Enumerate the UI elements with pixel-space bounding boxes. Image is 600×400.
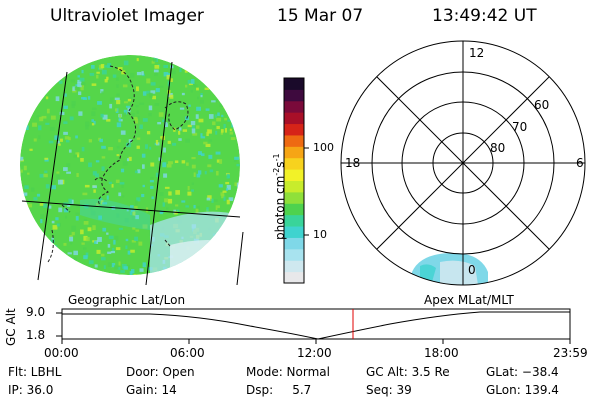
status-glon: GLon: 139.4 <box>486 383 559 397</box>
alt-ylabel: GC Alt <box>4 308 18 346</box>
status-dsp: Dsp: 5.7 <box>246 383 312 397</box>
polar-lat-70: 70 <box>512 120 528 134</box>
status-mode: Mode: Normal <box>246 365 330 379</box>
alt-x-tick-0: 00:00 <box>44 346 79 360</box>
coastline <box>47 65 189 263</box>
status-seq: Seq: 39 <box>366 383 412 397</box>
polar-hour-18: 18 <box>345 156 361 170</box>
polar-hour-6: 6 <box>576 156 584 170</box>
colorbar-ticks <box>304 147 309 236</box>
status-filter: Flt: LBHL <box>8 365 62 379</box>
altitude-curve <box>62 311 570 340</box>
alt-x-tick-2: 12:00 <box>297 346 332 360</box>
status-glat: GLat: −38.4 <box>486 365 559 379</box>
header-date: 15 Mar 07 <box>277 6 364 26</box>
status-ip: IP: 36.0 <box>8 383 54 397</box>
polar-hour-12: 12 <box>469 46 485 60</box>
polar-lat-60: 60 <box>534 98 550 112</box>
colorbar-tick-10: 10 <box>313 228 327 241</box>
alt-x-tick-1: 06:00 <box>170 346 205 360</box>
alt-x-tick-3: 18:00 <box>424 346 459 360</box>
geo-panel-label: Geographic Lat/Lon <box>68 293 186 307</box>
window-title: Ultraviolet Imager <box>50 6 204 26</box>
status-gain: Gain: 14 <box>126 383 177 397</box>
status-gc-alt: GC Alt: 3.5 Re <box>366 365 450 379</box>
polar-lat-80: 80 <box>490 141 506 155</box>
colorbar-tick-100: 100 <box>313 141 334 154</box>
alt-x-tick-4: 23:59 <box>553 346 588 360</box>
geo-grid-lines <box>21 61 244 286</box>
status-door: Door: Open <box>126 365 195 379</box>
polar-hour-0: 0 <box>468 263 476 277</box>
polar-panel-label: Apex MLat/MLT <box>424 293 514 307</box>
alt-y-top: 9.0 <box>26 305 46 319</box>
alt-y-bottom: 1.8 <box>26 328 46 342</box>
header-time: 13:49:42 UT <box>432 6 537 26</box>
colorbar <box>283 77 305 284</box>
polar-grid <box>340 40 586 286</box>
